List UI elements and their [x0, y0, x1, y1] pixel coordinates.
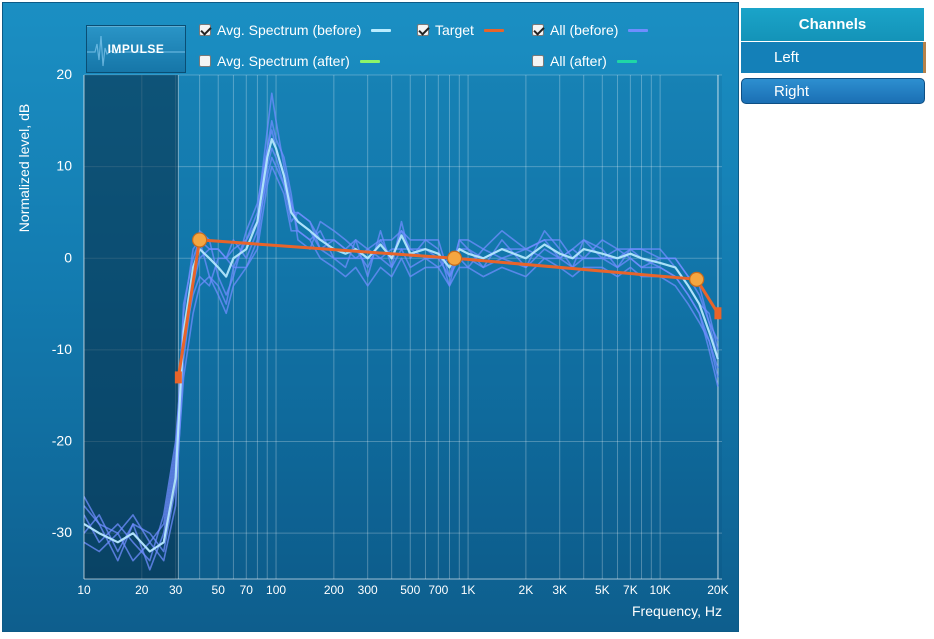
x-tick-label: 10K: [649, 583, 670, 597]
avg-before-checkbox[interactable]: [199, 24, 211, 36]
chart-panel: 10 20 30 50 70 100 200 300 500 700 1K 2K 3K 5K 7K 10K 20…: [2, 2, 739, 632]
x-tick-label: 50: [212, 583, 226, 597]
all-before-line: [84, 147, 719, 544]
legend-avg-before[interactable]: Avg. Spectrum (before): [199, 22, 392, 38]
target-swatch: [483, 28, 504, 32]
series-group: [84, 92, 720, 571]
all-before-checkbox[interactable]: [532, 24, 544, 36]
all-after-label: All (after): [550, 53, 607, 69]
x-tick-label: 300: [358, 583, 378, 597]
legend-all-after[interactable]: All (after): [532, 53, 637, 69]
y-tick-label: 10: [56, 158, 72, 174]
avg-after-checkbox[interactable]: [199, 55, 211, 67]
spectrum-chart: 10 20 30 50 70 100 200 300 500 700 1K 2K 3K 5K 7K 10K 20…: [16, 66, 729, 619]
x-tick-label: 7K: [623, 583, 638, 597]
channel-left-label: Left: [774, 49, 800, 66]
y-tick-label: -10: [52, 341, 72, 357]
y-axis-label: Normalized level, dB: [16, 104, 32, 232]
x-tick-label: 700: [428, 583, 448, 597]
x-tick-label: 100: [266, 583, 286, 597]
channels-header-label: Channels: [798, 16, 867, 33]
legend-target[interactable]: Target: [417, 22, 504, 38]
target-handle: [446, 250, 463, 266]
target-end-marker: [174, 371, 182, 384]
y-tick-label: 0: [64, 249, 72, 265]
y-tick-label: -30: [52, 524, 72, 540]
avg-after-swatch: [359, 59, 380, 63]
x-axis-label: Frequency, Hz: [632, 603, 722, 619]
x-tick-label: 30: [169, 583, 183, 597]
channel-right-label: Right: [774, 82, 810, 100]
target-label: Target: [435, 22, 474, 38]
legend-avg-after[interactable]: Avg. Spectrum (after): [199, 53, 380, 69]
all-after-checkbox[interactable]: [532, 55, 544, 67]
x-tick-label: 5K: [595, 583, 610, 597]
avg-before-label: Avg. Spectrum (before): [217, 22, 362, 38]
all-before-line: [84, 165, 719, 553]
y-tick-label: -20: [52, 433, 72, 449]
target-end-marker: [714, 307, 722, 320]
avg-before-swatch: [371, 28, 392, 32]
x-tick-label: 200: [324, 583, 344, 597]
channel-item-right[interactable]: Right: [741, 78, 925, 104]
y-tick-label: 20: [56, 66, 72, 82]
x-tick-label: 20: [135, 583, 149, 597]
channels-header: Channels: [741, 8, 924, 41]
all-after-swatch: [616, 59, 637, 63]
x-tick-label: 1K: [461, 583, 476, 597]
target-checkbox[interactable]: [417, 24, 429, 36]
all-before-label: All (before): [550, 22, 619, 38]
x-tick-label: 70: [240, 583, 254, 597]
target-handle: [689, 271, 705, 287]
impulse-waveform-icon: [87, 35, 185, 67]
target-handle: [192, 232, 208, 248]
x-tick-label: 3K: [552, 583, 567, 597]
x-tick-label: 500: [400, 583, 420, 597]
x-tick-label: 20K: [707, 583, 728, 597]
impulse-button[interactable]: IMPULSE: [86, 25, 186, 73]
impulse-button-label: IMPULSE: [107, 42, 165, 56]
x-tick-label: 2K: [519, 583, 534, 597]
avg-after-label: Avg. Spectrum (after): [217, 53, 350, 69]
legend-all-before[interactable]: All (before): [532, 22, 649, 38]
channel-item-left[interactable]: Left: [741, 42, 926, 73]
plot-area: [84, 75, 722, 579]
all-before-swatch: [628, 28, 649, 32]
shaded-region: [84, 75, 179, 579]
x-tick-label: 10: [77, 583, 91, 597]
